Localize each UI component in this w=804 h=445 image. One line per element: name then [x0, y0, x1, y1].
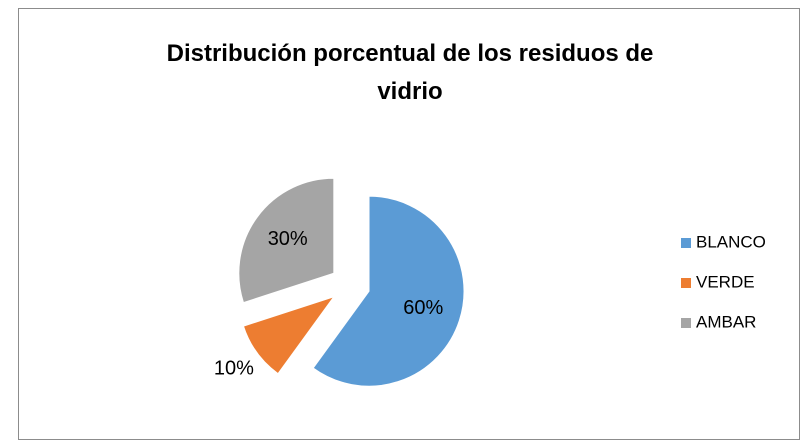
pie-slice	[242, 295, 336, 375]
legend-label: AMBAR	[696, 312, 756, 331]
legend-swatch	[681, 238, 691, 248]
legend-swatch	[681, 318, 691, 328]
legend-swatch	[681, 278, 691, 288]
title-line: Distribución porcentual de los residuos …	[167, 40, 654, 67]
chart-title: Distribución porcentual de los residuos …	[167, 40, 654, 105]
legend-label: BLANCO	[696, 232, 766, 251]
data-label: 60%	[403, 297, 443, 319]
pie-slice	[312, 195, 465, 387]
data-label: 10%	[214, 358, 254, 380]
pie-slice	[238, 177, 335, 304]
legend-label: VERDE	[696, 272, 755, 291]
title-line: vidrio	[377, 78, 442, 105]
data-label: 30%	[268, 228, 308, 250]
